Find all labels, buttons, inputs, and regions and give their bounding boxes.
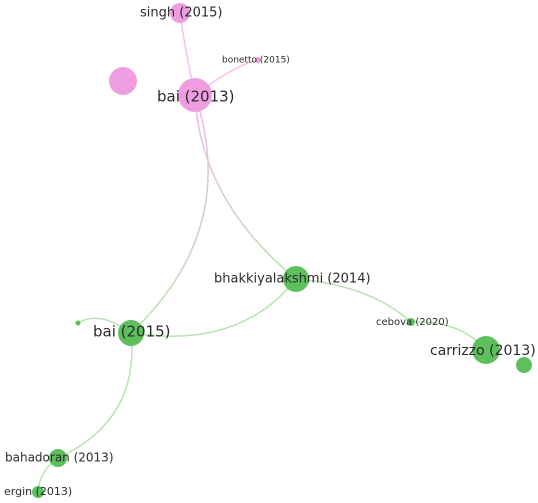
node xyxy=(75,320,81,326)
edges xyxy=(37,12,487,493)
node-label: carrizzo (2013) xyxy=(430,343,536,359)
node xyxy=(118,320,144,346)
node xyxy=(516,357,532,373)
edge xyxy=(57,332,133,459)
edge xyxy=(194,94,297,280)
nodes xyxy=(32,3,532,498)
node-label: bahadoran (2013) xyxy=(5,451,114,465)
node xyxy=(407,318,415,326)
node xyxy=(109,67,137,95)
node xyxy=(170,3,190,23)
node-label: singh (2015) xyxy=(140,6,222,21)
node-label: bonetto (2015) xyxy=(222,56,290,66)
edge xyxy=(130,94,209,334)
node-label: bhakkiyalakshmi (2014) xyxy=(214,272,371,287)
edge xyxy=(130,278,297,337)
node-label: bai (2015) xyxy=(93,323,171,341)
node-label: cebova (2020) xyxy=(376,317,449,328)
node-label: bai (2013) xyxy=(157,88,235,106)
labels: singh (2015) bonetto (2015) bai (2013) b… xyxy=(4,6,536,499)
edge xyxy=(295,278,412,323)
node xyxy=(49,449,67,467)
node xyxy=(283,266,309,292)
node xyxy=(32,486,44,498)
node xyxy=(178,78,212,112)
node xyxy=(255,57,261,63)
node-label: ergin (2013) xyxy=(4,485,72,498)
node xyxy=(472,336,500,364)
